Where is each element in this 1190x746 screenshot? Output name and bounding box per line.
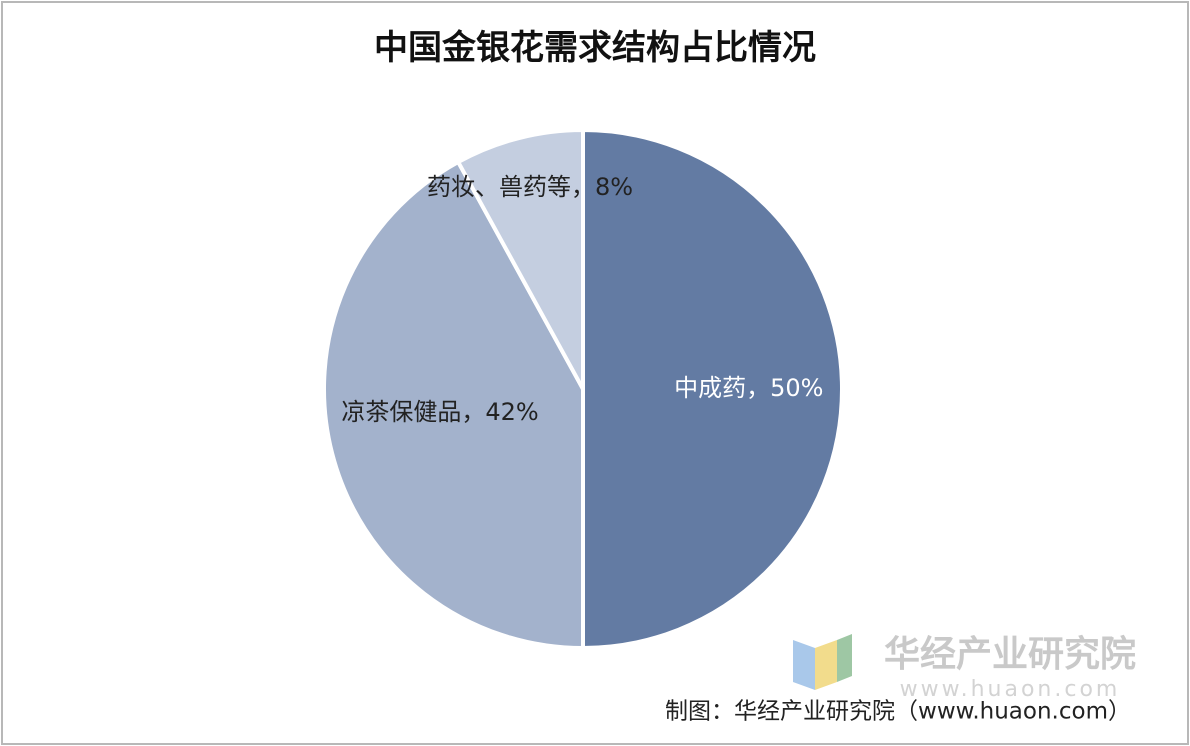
logo-part: [837, 634, 852, 682]
data-label: 药妆、兽药等，8%: [427, 173, 633, 201]
watermark: 华经产业研究院: [884, 634, 1136, 675]
data-label: 中成药，50%: [674, 374, 823, 402]
logo-part: [793, 640, 815, 690]
logo-part: [815, 640, 837, 690]
watermark-url: www.huaon.com: [900, 677, 1121, 702]
pie-slice: [581, 127, 844, 651]
pie-slice: [455, 127, 585, 390]
chart-title: 中国金银花需求结构占比情况: [374, 28, 816, 68]
pie-slice: [322, 159, 585, 651]
source: 制图：华经产业研究院（www.huaon.com）: [665, 699, 1131, 725]
logo: [793, 634, 852, 690]
data-label: 凉茶保健品，42%: [341, 398, 538, 426]
